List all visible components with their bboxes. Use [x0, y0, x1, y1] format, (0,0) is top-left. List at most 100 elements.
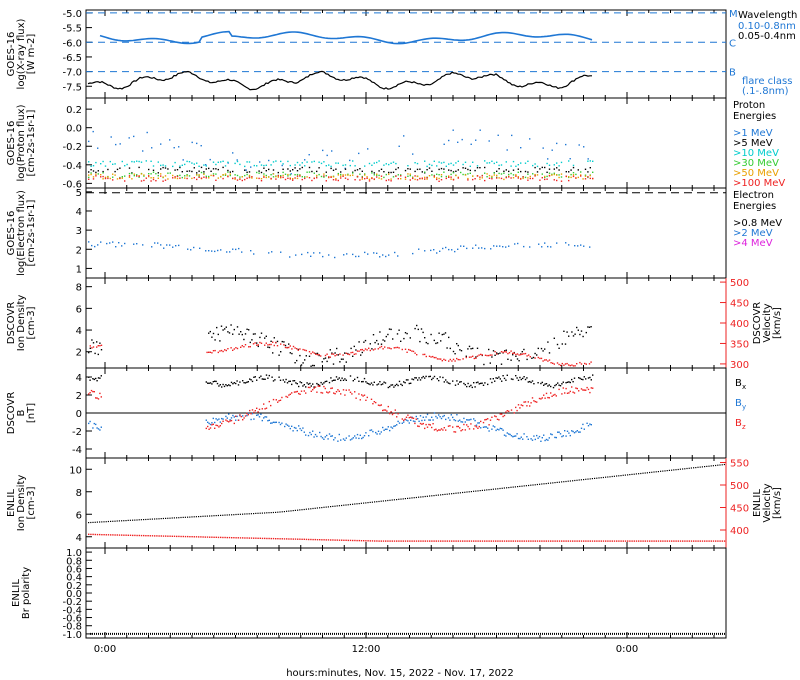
data-point-100mev	[416, 179, 419, 181]
data-point-2mev	[364, 251, 366, 254]
data-point-bz	[404, 418, 406, 420]
data-point-by	[300, 429, 303, 432]
y2-tick-label: 350	[730, 339, 749, 350]
data-point-10mev	[152, 165, 155, 167]
data-point-iondensity	[492, 350, 495, 352]
data-point-velocity	[455, 540, 457, 542]
data-point-velocity	[250, 537, 253, 539]
data-point-by	[425, 416, 427, 418]
data-point-30mev	[184, 175, 186, 177]
data-point-velocity	[292, 345, 295, 348]
data-point-bx	[473, 382, 475, 384]
data-point-bx	[89, 379, 91, 381]
data-point-bz	[508, 410, 510, 412]
data-point-5mev	[524, 170, 527, 173]
y-tick-label: 4	[76, 207, 82, 218]
data-point-velocity	[470, 356, 472, 358]
data-point-velocity	[605, 540, 607, 542]
data-point-2mev	[208, 250, 210, 252]
data-point-bz	[394, 409, 396, 411]
data-point-50mev	[580, 174, 582, 176]
data-point-iondensity	[564, 343, 567, 345]
data-point-by	[327, 438, 329, 440]
data-point-bx	[587, 377, 590, 379]
data-point-50mev	[102, 178, 104, 180]
data-point-iondensity	[297, 509, 299, 511]
data-point-50mev	[409, 173, 411, 175]
data-point-30mev	[452, 172, 455, 174]
data-point-velocity	[525, 540, 528, 542]
data-point-velocity	[114, 534, 116, 536]
data-point-iondensity	[695, 467, 697, 469]
y2-axis-label: Velocity	[762, 303, 773, 342]
data-point-iondensity	[684, 468, 686, 470]
data-point-iondensity	[328, 357, 330, 359]
data-point-velocity	[355, 353, 357, 355]
data-point-velocity	[268, 343, 271, 346]
data-point-iondensity	[212, 332, 215, 335]
data-point-bx	[354, 378, 356, 380]
data-point-iondensity	[330, 506, 332, 508]
data-point-by	[260, 413, 262, 415]
data-point-50mev	[380, 178, 383, 180]
data-point-velocity	[332, 539, 334, 541]
data-point-velocity	[123, 534, 125, 536]
data-point-bx	[589, 376, 591, 379]
data-point-bx	[335, 376, 338, 378]
data-point-iondensity	[497, 353, 499, 355]
data-point-velocity	[377, 348, 379, 350]
data-point-bx	[382, 383, 384, 385]
data-point-bx	[403, 381, 405, 383]
data-point-30mev	[409, 174, 411, 177]
data-point-100mev	[100, 176, 102, 178]
data-point-bz	[547, 396, 549, 399]
data-point-100mev	[438, 180, 440, 182]
data-point-by	[264, 416, 266, 418]
data-point-bx	[243, 382, 245, 384]
data-point-100mev	[186, 177, 188, 180]
x-axis-title: hours:minutes, Nov. 15, 2022 - Nov. 17, …	[286, 668, 514, 679]
data-point-bz	[295, 391, 297, 393]
data-point-bz	[300, 390, 303, 392]
data-point-velocity	[206, 536, 209, 538]
data-point-velocity	[545, 359, 547, 361]
data-point-bx	[590, 379, 592, 381]
data-point-iondensity	[220, 325, 223, 327]
data-point-iondensity	[214, 339, 216, 341]
data-point-iondensity	[415, 496, 417, 499]
data-point-bz	[565, 387, 567, 390]
data-point-10mev	[234, 162, 236, 165]
data-point-iondensity	[523, 348, 525, 351]
data-point-100mev	[371, 177, 373, 180]
data-point-2mev	[475, 244, 477, 246]
data-point-5mev	[260, 171, 263, 174]
data-point-by	[403, 421, 405, 423]
data-point-iondensity	[99, 342, 101, 344]
data-point-by	[309, 431, 311, 434]
data-point-bz	[229, 420, 231, 422]
data-point-iondensity	[231, 514, 233, 516]
panel-frame	[85, 9, 727, 99]
data-point-100mev	[544, 178, 546, 181]
y2-tick-label: 450	[730, 504, 749, 515]
data-point-iondensity	[640, 472, 642, 475]
data-point-50mev	[143, 174, 145, 176]
data-point-bx	[428, 375, 430, 378]
data-point-5mev	[568, 171, 570, 173]
data-point-by	[571, 430, 573, 432]
data-point-velocity	[347, 353, 349, 355]
data-point-velocity	[224, 536, 226, 539]
data-point-iondensity	[246, 513, 248, 515]
flare-class-label: C	[729, 38, 736, 49]
data-point-by	[216, 419, 219, 421]
data-point-velocity	[143, 534, 145, 537]
data-point-iondensity	[629, 474, 631, 476]
data-point-bz	[445, 429, 447, 431]
data-point-10mev	[191, 162, 193, 164]
data-point-50mev	[388, 173, 390, 175]
data-point-5mev	[148, 168, 150, 171]
data-point-10mev	[546, 162, 548, 165]
data-point-velocity	[476, 355, 479, 357]
data-point-30mev	[484, 172, 486, 174]
data-point-1mev	[119, 143, 121, 145]
